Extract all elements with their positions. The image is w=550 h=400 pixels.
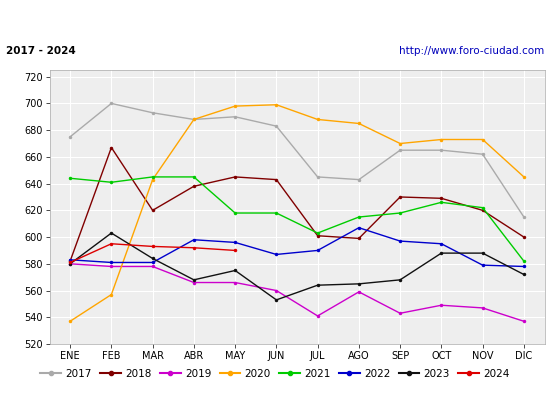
Text: http://www.foro-ciudad.com: http://www.foro-ciudad.com — [399, 46, 544, 56]
Text: 2017 - 2024: 2017 - 2024 — [6, 46, 75, 56]
Text: Evolucion del paro registrado en Ortuella: Evolucion del paro registrado en Ortuell… — [113, 11, 437, 25]
Legend: 2017, 2018, 2019, 2020, 2021, 2022, 2023, 2024: 2017, 2018, 2019, 2020, 2021, 2022, 2023… — [40, 369, 510, 379]
